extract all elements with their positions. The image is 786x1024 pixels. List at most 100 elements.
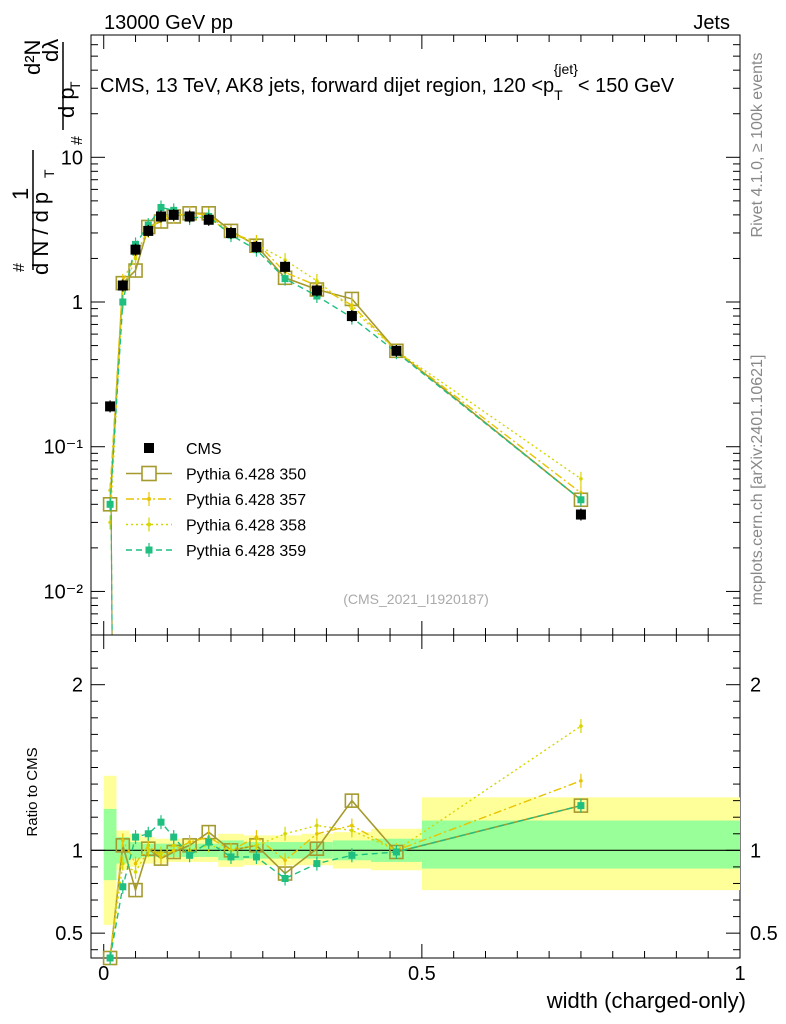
ratio-point-359-6 bbox=[186, 851, 194, 859]
legend-label-2: Pythia 6.428 357 bbox=[186, 492, 306, 509]
ratio-point-350-11 bbox=[309, 841, 325, 856]
main-cms-point-1 bbox=[117, 280, 128, 291]
main-point-359-1 bbox=[119, 298, 127, 306]
main-point-358-2 bbox=[133, 256, 138, 261]
main-point-359-0 bbox=[106, 500, 114, 508]
ratio-band-inner-14 bbox=[421, 820, 740, 869]
ratio-point-358-3 bbox=[146, 848, 151, 853]
ratio-point-359-5 bbox=[170, 833, 178, 841]
main-data-layer: 10⁻² 10⁻¹ 1 10 bbox=[44, 34, 741, 636]
ratio-point-359-10 bbox=[281, 874, 289, 882]
ratio-point-357-10 bbox=[283, 858, 287, 863]
x-axis-label: width (charged-only) bbox=[546, 988, 746, 1013]
ylabel-sub-t-1: T bbox=[41, 169, 57, 178]
ratio-point-358-4 bbox=[159, 851, 163, 856]
main-cms-point-10 bbox=[280, 261, 291, 272]
ratio-point-357-1 bbox=[121, 838, 125, 843]
ylabel-sub-t-2: T bbox=[67, 81, 83, 90]
ratio-xtick-label-2: 1 bbox=[734, 963, 745, 985]
ylabel-d2n: d²N bbox=[20, 40, 45, 75]
legend-label-4: Pythia 6.428 359 bbox=[186, 543, 306, 560]
main-cms-point-7 bbox=[203, 214, 214, 225]
main-line-350 bbox=[109, 212, 582, 505]
watermark: (CMS_2021_I1920187) bbox=[343, 591, 489, 607]
ratio-point-350-2 bbox=[128, 882, 143, 898]
main-title: CMS, 13 TeV, AK8 jets, forward dijet reg… bbox=[100, 61, 675, 103]
title-sup: {jet} bbox=[554, 61, 578, 77]
main-cms-point-12 bbox=[346, 311, 357, 322]
ratio-point-358-12 bbox=[350, 828, 354, 833]
main-point-359-4 bbox=[157, 203, 165, 211]
ratio-ytick-label-left-2: 2 bbox=[72, 675, 83, 697]
ratio-ytick-label-right-1: 1 bbox=[750, 840, 761, 862]
main-point-358-11 bbox=[315, 279, 319, 283]
main-line-357 bbox=[109, 212, 582, 494]
main-cms-point-11 bbox=[311, 285, 322, 296]
ratio-point-359-3 bbox=[144, 830, 152, 838]
main-ytick-label-3: 10 bbox=[61, 147, 83, 169]
ratio-point-359-0 bbox=[106, 954, 114, 962]
ratio-ytick-label-left-0: 0.5 bbox=[55, 923, 83, 945]
main-point-358-14 bbox=[579, 477, 583, 481]
main-line-359 bbox=[109, 206, 582, 505]
main-cms-point-8 bbox=[225, 227, 236, 238]
main-ylabel: # 1 d N / d p T # d²N d p T dλ bbox=[8, 39, 86, 275]
ratio-point-359-1 bbox=[119, 883, 127, 891]
ratio-ytick-label-right-2: 2 bbox=[750, 675, 761, 697]
main-cms-point-5 bbox=[168, 209, 179, 220]
main-dropline-359 bbox=[110, 504, 113, 636]
main-point-358-10 bbox=[283, 258, 287, 262]
legend-marker-350 bbox=[141, 465, 157, 482]
title-post: < 150 GeV bbox=[578, 75, 675, 97]
main-ytick-label-2: 1 bbox=[72, 292, 83, 314]
ratio-point-358-1 bbox=[121, 861, 125, 866]
main-point-359-10 bbox=[281, 275, 289, 283]
main-cms-point-14 bbox=[575, 509, 586, 520]
ratio-ylabel: Ratio to CMS bbox=[24, 747, 41, 836]
ratio-point-357-11 bbox=[315, 831, 319, 836]
legend-label-0: CMS bbox=[186, 441, 222, 458]
legend-marker-357 bbox=[147, 497, 151, 501]
header-right: Jets bbox=[693, 12, 730, 34]
ylabel-dpt: d p bbox=[54, 87, 79, 118]
ratio-point-358-11 bbox=[315, 823, 319, 828]
title-pre: CMS, 13 TeV, AK8 jets, forward dijet reg… bbox=[100, 75, 554, 97]
legend-label-3: Pythia 6.428 358 bbox=[186, 518, 306, 535]
ylabel-dn: d N / d p bbox=[28, 192, 53, 275]
ratio-frame bbox=[90, 634, 741, 959]
main-point-359-14 bbox=[577, 496, 585, 504]
title-sub: T bbox=[554, 87, 563, 103]
main-cms-point-13 bbox=[391, 345, 402, 356]
ratio-point-357-2 bbox=[133, 861, 138, 866]
ratio-point-359-7 bbox=[205, 838, 213, 846]
main-cms-point-6 bbox=[184, 211, 195, 222]
main-cms-point-0 bbox=[105, 401, 116, 412]
ratio-point-359-2 bbox=[132, 833, 140, 841]
rivet-label: Rivet 4.1.0, ≥ 100k events bbox=[749, 53, 766, 238]
ratio-xtick-label-1: 0.5 bbox=[408, 963, 436, 985]
ylabel-one: 1 bbox=[8, 188, 33, 200]
main-line-358 bbox=[109, 212, 582, 523]
legend-marker-359 bbox=[145, 546, 153, 554]
legend-label-1: Pythia 6.428 350 bbox=[186, 467, 306, 484]
ratio-point-359-14 bbox=[577, 802, 585, 810]
ratio-point-359-4 bbox=[157, 818, 165, 826]
ratio-point-357-14 bbox=[579, 778, 583, 783]
main-cms-point-4 bbox=[155, 211, 166, 222]
ratio-band-inner-0 bbox=[103, 808, 117, 881]
ratio-point-358-9 bbox=[254, 843, 259, 848]
main-cms-point-2 bbox=[130, 244, 141, 255]
ratio-point-358-10 bbox=[283, 831, 287, 836]
header-left: 13000 GeV pp bbox=[104, 12, 233, 34]
ratio-point-357-6 bbox=[187, 840, 192, 844]
legend: CMS Pythia 6.428 350 Pythia 6.428 357 Pythi… bbox=[126, 441, 306, 560]
ratio-point-358-2 bbox=[133, 870, 138, 874]
ratio-data-layer: 0.5 0.51 12 20 0.5 1 bbox=[55, 635, 778, 985]
main-ytick-label-0: 10⁻² bbox=[44, 581, 84, 603]
legend-marker-358 bbox=[147, 522, 151, 527]
ylabel-hash-1: # bbox=[11, 263, 28, 272]
mcplots-label: mcplots.cern.ch [arXiv:2401.10621] bbox=[749, 355, 766, 606]
main-cms-point-3 bbox=[143, 225, 154, 236]
ratio-point-350-12 bbox=[344, 793, 360, 808]
